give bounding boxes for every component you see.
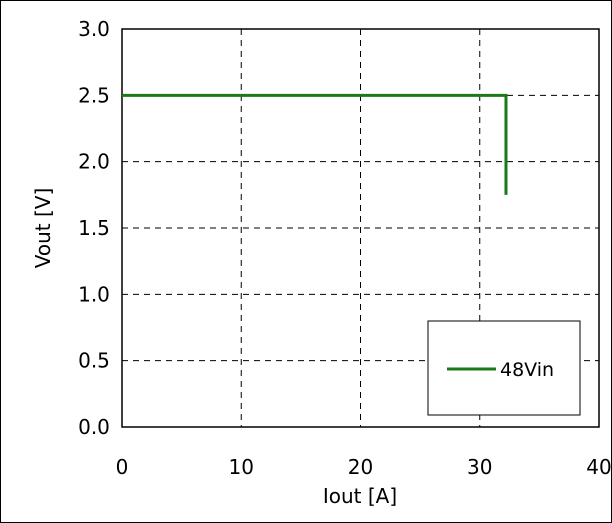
y-tick-label-1: 0.5 xyxy=(78,349,110,373)
y-axis-label: Vout [V] xyxy=(31,188,55,269)
plot-area xyxy=(121,28,600,428)
series-layer xyxy=(122,93,508,195)
x-tick-labels: 0 10 20 30 40 xyxy=(116,455,612,479)
series-line-0 xyxy=(122,93,508,195)
x-tick-label-0: 0 xyxy=(116,455,129,479)
y-tick-label-0: 0.0 xyxy=(78,415,110,439)
y-tick-labels: 0.0 0.5 1.0 1.5 2.0 2.5 3.0 xyxy=(78,17,110,439)
x-tick-label-2: 20 xyxy=(348,455,373,479)
x-tick-label-1: 10 xyxy=(229,455,254,479)
y-tick-label-2: 1.0 xyxy=(78,282,110,306)
y-tick-label-5: 2.5 xyxy=(78,83,110,107)
legend: 48Vin xyxy=(427,320,581,416)
x-tick-label-3: 30 xyxy=(467,455,492,479)
y-tick-label-3: 1.5 xyxy=(78,216,110,240)
y-tick-label-6: 3.0 xyxy=(78,17,110,41)
y-tick-label-4: 2.0 xyxy=(78,150,110,174)
legend-label-48vin: 48Vin xyxy=(500,359,554,381)
x-tick-label-4: 40 xyxy=(586,455,611,479)
x-axis-label: Iout [A] xyxy=(323,484,397,508)
